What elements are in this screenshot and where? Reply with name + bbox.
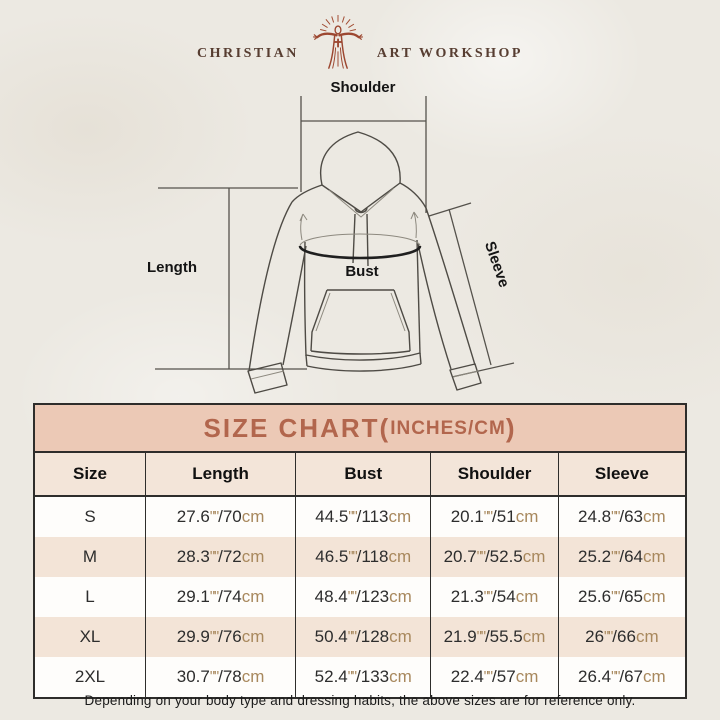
measurement-cell: 44.5""/113cm (295, 496, 431, 537)
disclaimer-note: Depending on your body type and dressing… (84, 693, 636, 708)
table-header-row: Size Length Bust Shoulder Sleeve (35, 453, 685, 497)
column-header-size: Size (35, 453, 146, 497)
measurement-cell: 22.4""/57cm (430, 657, 559, 697)
size-chart-table: SIZE CHART(INCHES/CM) Size Length Bust Shou… (33, 403, 687, 699)
measurement-cell: 52.4""/133cm (295, 657, 431, 697)
banner-close: ) (505, 412, 517, 443)
measurement-cell: 25.2""/64cm (557, 537, 685, 577)
size-label: S (35, 496, 146, 537)
brand-name-right: ART WORKSHOP (376, 46, 523, 61)
size-label: M (35, 537, 146, 577)
column-header-shoulder: Shoulder (430, 453, 559, 497)
measurement-cell: 25.6""/65cm (557, 577, 685, 617)
size-chart-banner: SIZE CHART(INCHES/CM) (35, 405, 685, 453)
column-header-sleeve: Sleeve (557, 453, 685, 497)
banner-title: SIZE CHART( (203, 412, 391, 443)
measurement-cell: 20.7""/52.5cm (430, 537, 559, 577)
measurement-cell: 28.3""/72cm (144, 537, 296, 577)
table-row-m: M 28.3""/72cm 46.5""/118cm 20.7""/52.5cm 25.… (35, 537, 685, 577)
banner-units: INCHES/CM (390, 418, 506, 439)
measurement-cell: 30.7""/78cm (144, 657, 296, 697)
sleeve-label: Sleeve (480, 239, 513, 290)
size-label: 2XL (35, 657, 146, 697)
measurement-cell: 27.6""/70cm (144, 496, 296, 537)
measurements-table: Size Length Bust Shoulder Sleeve S 27.6""/70c… (35, 453, 685, 697)
bust-label: Bust (345, 263, 379, 280)
jesus-logo-icon (312, 14, 363, 69)
measurement-cell: 21.9""/55.5cm (430, 617, 559, 657)
measurement-cell: 26.4""/67cm (557, 657, 685, 697)
column-header-length: Length (144, 453, 296, 497)
size-label: L (35, 577, 146, 617)
table-row-2xl: 2XL 30.7""/78cm 52.4""/133cm 22.4""/57cm 26.… (35, 657, 685, 697)
measurement-cell: 21.3""/54cm (430, 577, 559, 617)
table-row-l: L 29.1""/74cm 48.4""/123cm 21.3""/54cm 25.6"… (35, 577, 685, 617)
brand-header: CHRISTIAN (0, 12, 720, 74)
measurement-cell: 50.4""/128cm (295, 617, 431, 657)
brand-name-left: CHRISTIAN (197, 46, 299, 61)
measurement-cell: 24.8""/63cm (557, 496, 685, 537)
measurement-cell: 20.1""/51cm (430, 496, 559, 537)
measurement-cell: 48.4""/123cm (295, 577, 431, 617)
measurement-cell: 29.9""/76cm (144, 617, 296, 657)
measurement-cell: 26""/66cm (557, 617, 685, 657)
shoulder-label: Shoulder (330, 79, 396, 96)
measurement-cell: 46.5""/118cm (295, 537, 431, 577)
length-label: Length (147, 259, 197, 276)
measurement-cell: 29.1""/74cm (144, 577, 296, 617)
table-row-xl: XL 29.9""/76cm 50.4""/128cm 21.9""/55.5cm 26… (35, 617, 685, 657)
table-row-s: S 27.6""/70cm 44.5""/113cm 20.1""/51cm 24.8"… (35, 496, 685, 537)
column-header-bust: Bust (295, 453, 431, 497)
size-label: XL (35, 617, 146, 657)
